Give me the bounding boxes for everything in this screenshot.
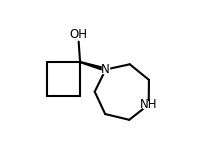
Text: NH: NH: [140, 98, 157, 111]
Text: OH: OH: [70, 28, 88, 41]
Bar: [102, 66, 109, 73]
Text: N: N: [101, 63, 110, 76]
Bar: [143, 101, 155, 108]
